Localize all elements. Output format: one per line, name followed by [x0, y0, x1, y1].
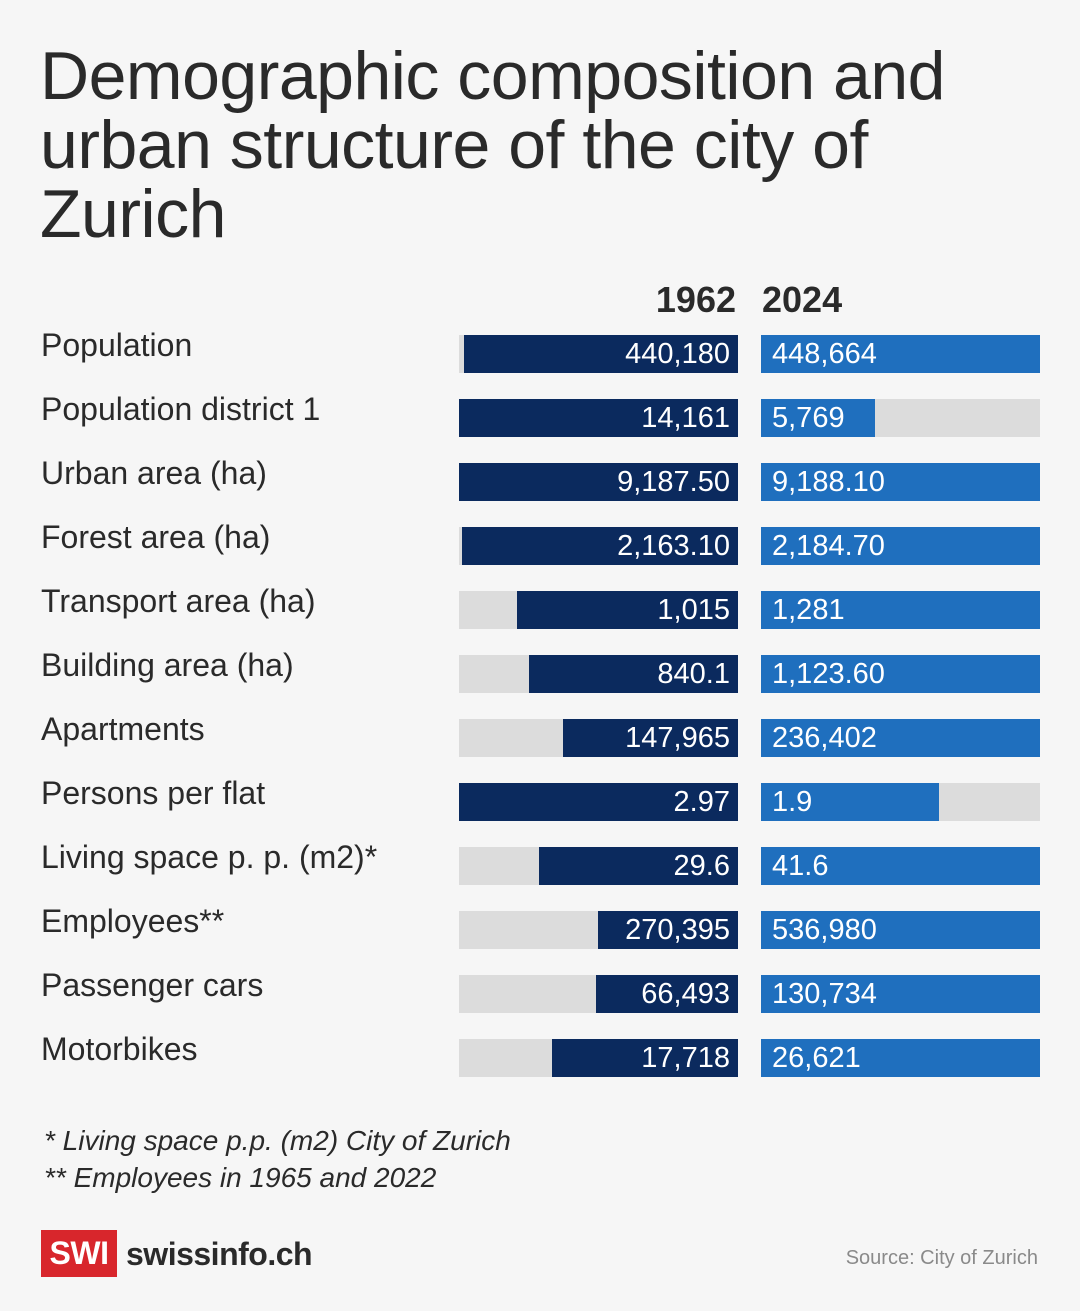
footnotes: * Living space p.p. (m2) City of Zurich …	[44, 1122, 511, 1196]
row-label: Transport area (ha)	[41, 583, 316, 619]
value-label-1962: 440,180	[625, 338, 730, 370]
bar-track-1962: 29.6	[459, 847, 738, 885]
value-label-1962: 1,015	[657, 594, 730, 626]
value-label-1962: 29.6	[673, 850, 730, 882]
bar-track-1962: 2,163.10	[459, 527, 738, 565]
bar-track-2024: 1,281	[761, 591, 1040, 629]
value-label-2024: 536,980	[772, 914, 877, 946]
bar-1962	[597, 911, 738, 949]
value-label-2024: 236,402	[772, 722, 877, 754]
swi-logo: SWI	[41, 1230, 117, 1277]
row-label: Apartments	[41, 711, 205, 747]
bar-track-2024: 536,980	[761, 911, 1040, 949]
bar-2024	[761, 975, 1040, 1013]
bar-2024	[761, 527, 1040, 565]
footnote-living-space: * Living space p.p. (m2) City of Zurich	[44, 1125, 511, 1156]
value-label-2024: 5,769	[772, 402, 845, 434]
bar-2024	[761, 847, 1040, 885]
bar-1962	[459, 783, 738, 821]
footnote-employees: ** Employees in 1965 and 2022	[44, 1162, 437, 1193]
value-label-2024: 41.6	[772, 850, 829, 882]
bar-track-2024: 9,188.10	[761, 463, 1040, 501]
bar-2024	[761, 911, 1040, 949]
row-label: Employees**	[41, 903, 225, 939]
value-label-2024: 26,621	[772, 1042, 861, 1074]
bar-2024	[761, 591, 1040, 629]
bar-track-2024: 41.6	[761, 847, 1040, 885]
row-label: Motorbikes	[41, 1031, 198, 1067]
bar-track-1962: 840.1	[459, 655, 738, 693]
value-label-2024: 448,664	[772, 338, 877, 370]
bar-1962	[459, 463, 738, 501]
row-label: Building area (ha)	[41, 647, 294, 683]
value-label-1962: 9,187.50	[617, 466, 730, 498]
row-label: Population	[41, 327, 193, 363]
bar-1962	[461, 527, 738, 565]
bar-1962	[539, 847, 738, 885]
bar-2024	[761, 719, 1040, 757]
bar-track-1962: 9,187.50	[459, 463, 738, 501]
bar-track-2024: 2,184.70	[761, 527, 1040, 565]
row-label: Forest area (ha)	[41, 519, 271, 555]
bar-track-2024: 448,664	[761, 335, 1040, 373]
bar-1962	[596, 975, 738, 1013]
bar-track-1962: 270,395	[459, 911, 738, 949]
value-label-2024: 1,123.60	[772, 658, 885, 690]
value-label-1962: 17,718	[641, 1042, 730, 1074]
bar-2024	[761, 463, 1040, 501]
bar-2024	[761, 1039, 1040, 1077]
bar-2024	[761, 335, 1040, 373]
value-label-1962: 14,161	[641, 402, 730, 434]
bar-track-2024: 130,734	[761, 975, 1040, 1013]
bar-track-1962: 440,180	[459, 335, 738, 373]
bar-1962	[552, 1039, 738, 1077]
bar-2024	[761, 655, 1040, 693]
bar-track-2024: 5,769	[761, 399, 1040, 437]
bar-track-2024: 26,621	[761, 1039, 1040, 1077]
bar-track-1962: 66,493	[459, 975, 738, 1013]
swissinfo-wordmark: swissinfo.ch	[126, 1236, 313, 1272]
chart-title: Demographic composition and urban struct…	[40, 38, 946, 252]
bar-track-2024: 236,402	[761, 719, 1040, 757]
bar-1962	[563, 719, 738, 757]
row-label: Population district 1	[41, 391, 321, 427]
bar-track-1962: 2.97	[459, 783, 738, 821]
bar-1962	[529, 655, 738, 693]
bar-track-1962: 1,015	[459, 591, 738, 629]
bar-1962	[516, 591, 738, 629]
column-header-2024: 2024	[762, 279, 843, 320]
value-label-1962: 66,493	[641, 978, 730, 1010]
value-label-1962: 147,965	[625, 722, 730, 754]
bar-track-2024: 1,123.60	[761, 655, 1040, 693]
value-label-1962: 2.97	[673, 786, 730, 818]
value-label-2024: 9,188.10	[772, 466, 885, 498]
bar-2024	[761, 783, 940, 821]
value-label-2024: 1,281	[772, 594, 845, 626]
value-label-1962: 840.1	[657, 658, 730, 690]
bar-track-1962: 147,965	[459, 719, 738, 757]
row-label: Living space p. p. (m2)*	[41, 839, 378, 875]
column-header-1962: 1962	[655, 279, 736, 320]
bar-track-1962: 14,161	[459, 399, 738, 437]
bar-track-1962: 17,718	[459, 1039, 738, 1077]
value-label-1962: 2,163.10	[617, 530, 730, 562]
row-label: Urban area (ha)	[41, 455, 267, 491]
value-label-1962: 270,395	[625, 914, 730, 946]
value-label-2024: 130,734	[772, 978, 877, 1010]
value-label-2024: 2,184.70	[772, 530, 885, 562]
bar-track-2024: 1.9	[761, 783, 1040, 821]
bar-1962	[464, 335, 738, 373]
row-label: Passenger cars	[41, 967, 264, 1003]
source-note: Source: City of Zurich	[845, 1247, 1038, 1269]
value-label-2024: 1.9	[772, 786, 813, 818]
bar-2024	[761, 399, 875, 437]
row-label: Persons per flat	[41, 775, 266, 811]
bar-1962	[459, 399, 738, 437]
